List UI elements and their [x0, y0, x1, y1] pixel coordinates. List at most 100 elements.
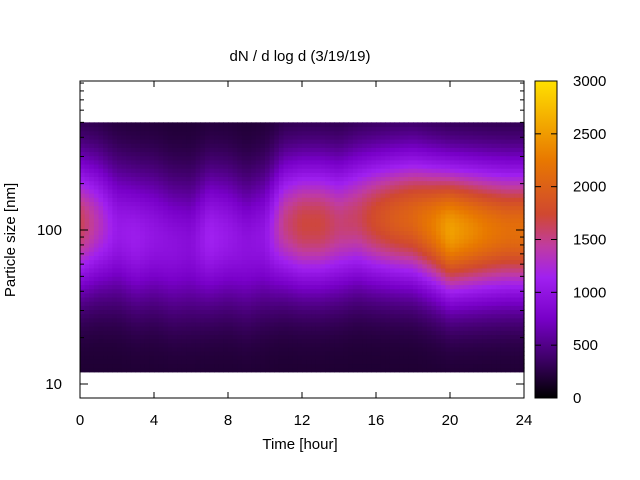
heatmap-cell — [274, 346, 280, 352]
heatmap-cell — [80, 280, 86, 286]
heatmap-cell — [459, 155, 465, 161]
heatmap-cell — [376, 134, 382, 140]
heatmap-cell — [445, 197, 451, 202]
heatmap-cell — [186, 255, 192, 261]
heatmap-cell — [450, 147, 456, 153]
heatmap-cell — [163, 226, 169, 232]
heatmap-cell — [278, 292, 285, 298]
heatmap-cell — [191, 259, 197, 265]
heatmap-cell — [297, 155, 303, 161]
heatmap-cell — [454, 255, 460, 261]
heatmap-cell — [348, 184, 354, 190]
heatmap-cell — [241, 126, 248, 132]
heatmap-cell — [376, 338, 382, 344]
heatmap-cell — [121, 242, 127, 248]
heatmap-cell — [126, 213, 132, 219]
heatmap-cell — [135, 209, 141, 215]
heatmap-cell — [283, 355, 289, 360]
heatmap-cell — [121, 143, 127, 148]
heatmap-cell — [334, 321, 340, 327]
heatmap-cell — [126, 180, 132, 186]
heatmap-cell — [218, 226, 224, 232]
heatmap-cell — [89, 201, 95, 207]
heatmap-cell — [426, 138, 433, 144]
heatmap-cell — [431, 367, 437, 373]
heatmap-cell — [445, 305, 451, 311]
heatmap-cell — [84, 130, 90, 136]
heatmap-cell — [103, 172, 109, 178]
heatmap-cell — [454, 159, 460, 165]
heatmap-cell — [413, 122, 419, 128]
heatmap-cell — [223, 238, 229, 244]
heatmap-cell — [241, 276, 248, 281]
heatmap-cell — [255, 217, 261, 223]
heatmap-cell — [117, 288, 123, 294]
heatmap-cell — [126, 209, 132, 215]
heatmap-cell — [431, 272, 437, 277]
heatmap-cell — [107, 213, 113, 219]
heatmap-cell — [228, 263, 234, 269]
heatmap-cell — [431, 355, 437, 360]
heatmap-cell — [302, 138, 308, 144]
heatmap-cell — [380, 276, 386, 281]
heatmap-cell — [436, 143, 442, 148]
heatmap-cell — [181, 209, 187, 215]
heatmap-cell — [339, 251, 345, 256]
heatmap-cell — [385, 338, 391, 344]
heatmap-cell — [260, 267, 266, 273]
heatmap-cell — [329, 234, 335, 240]
heatmap-cell — [320, 168, 326, 173]
heatmap-cell — [121, 330, 127, 335]
heatmap-cell — [315, 134, 322, 140]
heatmap-cell — [362, 188, 368, 194]
heatmap-cell — [403, 184, 409, 190]
heatmap-cell — [315, 280, 322, 286]
heatmap-cell — [297, 201, 303, 207]
heatmap-cell — [195, 317, 201, 323]
heatmap-cell — [422, 155, 428, 161]
heatmap-cell — [269, 326, 275, 331]
heatmap-cell — [417, 230, 423, 236]
heatmap-cell — [311, 330, 317, 335]
heatmap-cell — [251, 134, 257, 140]
heatmap-cell — [403, 222, 409, 227]
heatmap-cell — [135, 330, 141, 335]
heatmap-cell — [218, 130, 224, 136]
heatmap-cell — [191, 222, 197, 227]
heatmap-cell — [158, 122, 164, 128]
heatmap-cell — [399, 263, 405, 269]
heatmap-cell — [408, 126, 414, 132]
heatmap-cell — [117, 209, 123, 215]
heatmap-cell — [218, 159, 224, 165]
heatmap-cell — [334, 209, 340, 215]
heatmap-cell — [241, 238, 248, 244]
heatmap-cell — [121, 321, 127, 327]
heatmap-cell — [431, 238, 437, 244]
heatmap-cell — [121, 326, 127, 331]
heatmap-cell — [228, 168, 234, 173]
heatmap-cell — [385, 242, 391, 248]
heatmap-cell — [255, 255, 261, 261]
heatmap-cell — [223, 313, 229, 319]
heatmap-cell — [334, 338, 340, 344]
heatmap-cell — [214, 272, 220, 277]
heatmap-cell — [459, 163, 465, 169]
heatmap-cell — [186, 355, 192, 360]
heatmap-cell — [297, 363, 303, 369]
heatmap-cell — [107, 180, 113, 186]
heatmap-cell — [334, 159, 340, 165]
heatmap-cell — [135, 226, 141, 232]
heatmap-cell — [399, 359, 405, 365]
heatmap-cell — [241, 301, 248, 306]
heatmap-cell — [403, 305, 409, 311]
heatmap-cell — [403, 346, 409, 352]
heatmap-cell — [366, 309, 372, 315]
heatmap-cell — [366, 234, 372, 240]
heatmap-cell — [436, 122, 442, 128]
heatmap-cell — [191, 126, 197, 132]
heatmap-cell — [288, 267, 294, 273]
heatmap-cell — [311, 338, 317, 344]
heatmap-cell — [154, 317, 160, 323]
heatmap-cell — [362, 326, 368, 331]
heatmap-cell — [223, 276, 229, 281]
